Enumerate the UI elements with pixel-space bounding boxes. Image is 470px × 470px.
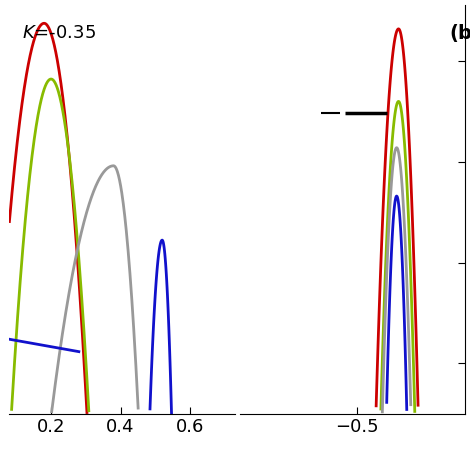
- Text: $\mathit{K}$=-0.35: $\mathit{K}$=-0.35: [22, 24, 95, 42]
- Text: $\mathbf{(b)}$: $\mathbf{(b)}$: [449, 22, 470, 44]
